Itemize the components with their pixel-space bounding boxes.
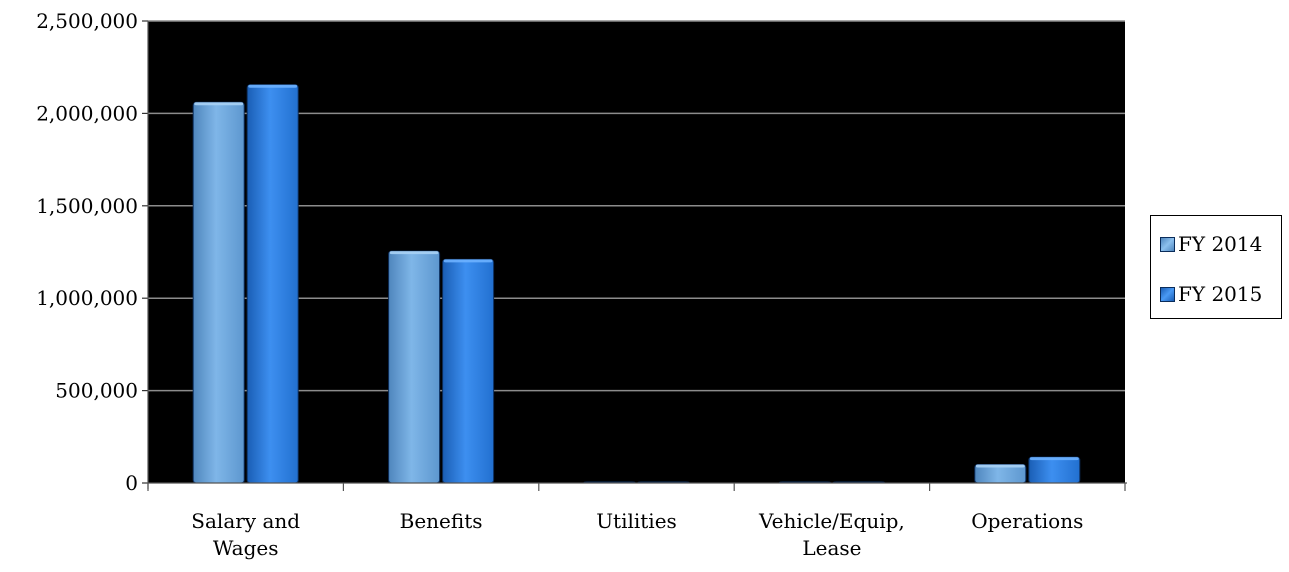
x-category-label: Salary and [191,509,300,533]
legend-item-fy2014: FY 2014 [1160,232,1262,256]
legend-swatch-fy2014 [1160,237,1175,252]
legend: FY 2014 FY 2015 [1150,215,1282,319]
bar-fy2014-0 [193,102,244,483]
legend-label-fy2014: FY 2014 [1178,232,1262,256]
y-axis-tick-labels: 0 500,000 1,000,000 1,500,000 2,000,000 2,500… [36,9,138,495]
bar-top-bevel [1030,457,1079,460]
bar-top-bevel [390,251,439,254]
y-tick-label: 1,000,000 [36,286,138,310]
x-category-label: Vehicle/Equip, [758,509,905,533]
y-tick-label: 1,500,000 [36,194,138,218]
x-axis-category-labels: Salary and Wages Benefits Utilities Vehicle/… [191,509,1083,560]
bar-fy2014-1 [389,251,440,483]
bar-fy2015-1 [443,259,494,483]
bar-fy2015-4 [1029,457,1080,483]
y-tick-label: 2,500,000 [36,9,138,33]
x-category-label: Wages [213,536,279,560]
x-category-label: Lease [802,536,861,560]
x-category-label: Benefits [400,509,483,533]
bar-top-bevel [248,85,297,88]
y-tick-label: 2,000,000 [36,101,138,125]
y-tick-label: 500,000 [55,379,138,403]
legend-swatch-fy2015 [1160,287,1175,302]
bar-top-bevel [194,102,243,105]
legend-label-fy2015: FY 2015 [1178,282,1262,306]
legend-item-fy2015: FY 2015 [1160,282,1262,306]
bar-top-bevel [444,259,493,262]
y-tick-label: 0 [125,471,138,495]
x-category-label: Operations [971,509,1083,533]
x-category-label: Utilities [596,509,677,533]
bar-top-bevel [976,465,1025,468]
bar-fy2015-0 [247,85,298,483]
